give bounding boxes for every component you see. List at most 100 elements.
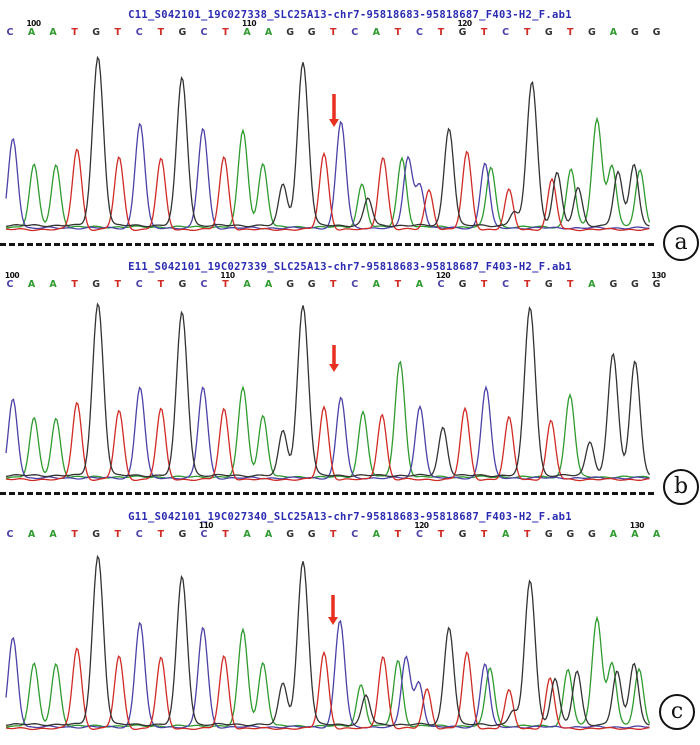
base-call-letter: T bbox=[114, 279, 121, 290]
base-call-row: C A A T G T C T G C T A A G G T C A T A C G T C T G T A G G G 100 110 120… bbox=[0, 271, 700, 295]
base-call-letter: T bbox=[437, 27, 445, 38]
base-call-letter: G bbox=[544, 27, 553, 38]
base-call-letter: T bbox=[71, 27, 78, 38]
base-call-letter: T bbox=[222, 27, 229, 38]
base-call-letter: G bbox=[609, 279, 618, 290]
panel-separator bbox=[0, 243, 654, 246]
chromatogram-trace bbox=[5, 554, 651, 731]
base-call-letter: T bbox=[71, 529, 78, 540]
base-call-letter: G bbox=[652, 279, 661, 290]
base-call-letter: T bbox=[480, 529, 488, 540]
base-call-letter: T bbox=[394, 529, 402, 540]
trace-file-title: G11_S042101_19C027340_SLC25A13-chr7-9581… bbox=[128, 511, 572, 523]
base-call-letter: A bbox=[372, 27, 381, 38]
base-call-letter: A bbox=[501, 529, 510, 540]
base-call-letter: G bbox=[178, 529, 187, 540]
base-call-letter: G bbox=[178, 27, 187, 38]
base-call-letter: G bbox=[544, 279, 553, 290]
base-call-letter: G bbox=[286, 529, 295, 540]
base-call-letter: C bbox=[415, 27, 423, 38]
base-call-letter: A bbox=[372, 279, 381, 290]
base-call-letter: G bbox=[307, 279, 316, 290]
base-call-letter: T bbox=[480, 279, 488, 290]
base-call-letter: A bbox=[49, 27, 57, 38]
base-call-letter: A bbox=[372, 529, 381, 540]
base-call-letter: C bbox=[351, 279, 359, 290]
base-call-letter: C bbox=[200, 529, 208, 540]
position-number: 110 bbox=[241, 19, 257, 28]
base-call-letter: A bbox=[49, 529, 57, 540]
base-call-letter: A bbox=[631, 529, 639, 540]
base-call-letter: A bbox=[243, 279, 251, 290]
base-call-letter: T bbox=[523, 529, 531, 540]
trace-A bbox=[5, 615, 651, 728]
base-call-letter: T bbox=[222, 279, 229, 290]
base-call-letter: G bbox=[458, 529, 467, 540]
position-number: 100 bbox=[4, 271, 20, 280]
base-call-letter: C bbox=[135, 27, 143, 38]
base-call-letter: A bbox=[652, 529, 661, 540]
base-call-letter: C bbox=[200, 279, 208, 290]
trace-T bbox=[5, 148, 650, 232]
trace-C bbox=[5, 385, 650, 480]
base-call-letter: C bbox=[351, 27, 359, 38]
position-number: 130 bbox=[651, 271, 666, 280]
chromatogram-panel-a: C11_S042101_19C027338_SLC25A13-chr7-9581… bbox=[0, 0, 700, 247]
base-call-letter: T bbox=[330, 529, 337, 540]
base-call-letter: A bbox=[264, 279, 273, 290]
position-number: 120 bbox=[414, 521, 429, 530]
position-number: 110 bbox=[220, 271, 235, 280]
panel-label-a: a bbox=[663, 225, 699, 261]
base-call-letter: T bbox=[523, 279, 531, 290]
base-call-letter: T bbox=[523, 27, 531, 38]
base-call-letter: G bbox=[92, 529, 101, 540]
base-call-letter: C bbox=[6, 279, 14, 290]
base-call-letter: G bbox=[458, 279, 467, 290]
base-call-row: C A A T G T C T G C T A A G G T C A T C T G T C T G T G A G G 100 110 120 bbox=[0, 19, 700, 43]
chromatogram-trace bbox=[5, 55, 651, 232]
chromatogram-panel-c: G11_S042101_19C027340_SLC25A13-chr7-9581… bbox=[0, 496, 700, 745]
panel-label-c: c bbox=[659, 694, 695, 730]
base-call-letter: A bbox=[609, 27, 618, 38]
base-call-letter: T bbox=[330, 27, 337, 38]
base-call-letter: C bbox=[135, 279, 143, 290]
base-call-letter: T bbox=[480, 27, 488, 38]
position-number: 130 bbox=[629, 521, 645, 530]
base-call-letter: T bbox=[157, 27, 165, 38]
chromatogram-trace bbox=[5, 302, 651, 482]
base-call-letter: A bbox=[588, 279, 596, 290]
base-call-letter: T bbox=[330, 279, 337, 290]
base-call-letter: G bbox=[631, 279, 639, 290]
panel-label-b: b bbox=[663, 469, 699, 505]
base-call-letter: C bbox=[200, 27, 208, 38]
base-call-letter: G bbox=[286, 27, 295, 38]
base-call-letter: G bbox=[544, 529, 553, 540]
base-call-letter: C bbox=[6, 529, 14, 540]
base-call-letter: G bbox=[178, 279, 187, 290]
base-call-letter: G bbox=[587, 27, 596, 38]
base-call-letter: A bbox=[609, 529, 618, 540]
base-call-letter: T bbox=[114, 27, 121, 38]
trace-T bbox=[5, 401, 650, 482]
base-call-letter: A bbox=[27, 529, 36, 540]
base-call-letter: G bbox=[652, 27, 661, 38]
base-call-letter: T bbox=[394, 279, 402, 290]
base-call-letter: T bbox=[394, 27, 402, 38]
trace-G bbox=[5, 554, 650, 727]
trace-G bbox=[5, 302, 651, 478]
trace-G bbox=[5, 55, 650, 228]
mutation-arrow-icon bbox=[328, 595, 338, 625]
trace-file-title: C11_S042101_19C027338_SLC25A13-chr7-9581… bbox=[128, 9, 572, 21]
base-call-letter: T bbox=[222, 529, 229, 540]
base-call-letter: A bbox=[264, 529, 273, 540]
base-call-letter: T bbox=[71, 279, 78, 290]
base-call-letter: A bbox=[243, 529, 251, 540]
mutation-arrow-icon bbox=[329, 345, 339, 372]
base-call-row: C A A T G T C T G C T A A G G T C A T C T G T A T G G G A A A 110 120 130 bbox=[0, 521, 700, 545]
base-call-letter: G bbox=[566, 529, 575, 540]
base-call-letter: A bbox=[243, 27, 251, 38]
chromatogram-panel-b: E11_S042101_19C027339_SLC25A13-chr7-9581… bbox=[0, 247, 700, 496]
panel-separator bbox=[0, 492, 654, 495]
base-call-letter: C bbox=[502, 279, 510, 290]
base-call-letter: G bbox=[307, 529, 316, 540]
